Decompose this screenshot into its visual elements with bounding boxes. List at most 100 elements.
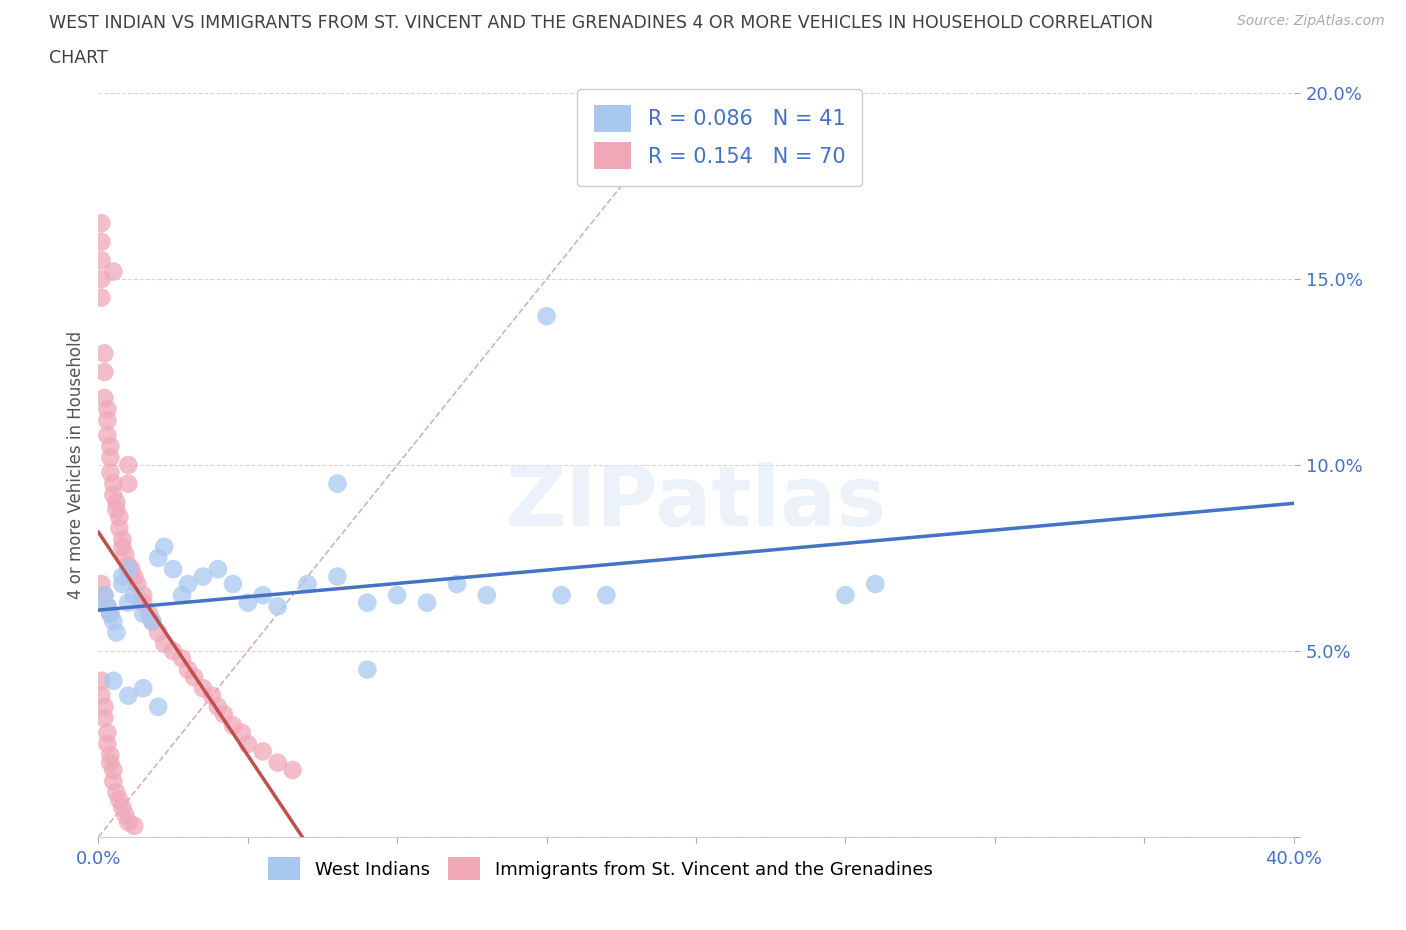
Point xyxy=(90,290,112,305)
Point xyxy=(120,562,142,577)
Point xyxy=(111,569,134,584)
Point xyxy=(231,725,253,740)
Point xyxy=(222,718,245,733)
Point xyxy=(141,614,163,629)
Point xyxy=(96,413,118,428)
Point xyxy=(162,562,184,577)
Point xyxy=(96,599,118,614)
Point xyxy=(108,510,131,525)
Point xyxy=(93,346,115,361)
Point xyxy=(141,614,163,629)
Point xyxy=(96,402,118,417)
Point xyxy=(103,614,125,629)
Point xyxy=(98,748,122,763)
Point xyxy=(117,458,139,472)
Point xyxy=(162,644,184,658)
Point xyxy=(103,487,125,502)
Point xyxy=(90,577,112,591)
Point xyxy=(93,391,115,405)
Point xyxy=(207,699,229,714)
Point xyxy=(236,737,259,751)
Point xyxy=(356,662,378,677)
Point xyxy=(90,673,112,688)
Point xyxy=(90,272,112,286)
Point xyxy=(191,681,214,696)
Point xyxy=(595,588,617,603)
Point xyxy=(111,532,134,547)
Point xyxy=(132,595,155,610)
Point xyxy=(98,606,122,621)
Point xyxy=(132,588,155,603)
Point xyxy=(98,755,122,770)
Point xyxy=(252,744,274,759)
Point xyxy=(865,577,887,591)
Point xyxy=(177,577,200,591)
Point xyxy=(127,577,149,591)
Point xyxy=(103,763,125,777)
Point xyxy=(212,707,235,722)
Point xyxy=(105,495,128,510)
Point xyxy=(153,539,176,554)
Legend: West Indians, Immigrants from St. Vincent and the Grenadines: West Indians, Immigrants from St. Vincen… xyxy=(260,850,941,887)
Point xyxy=(326,476,349,491)
Point xyxy=(103,264,125,279)
Point xyxy=(90,688,112,703)
Point xyxy=(207,562,229,577)
Point xyxy=(98,450,122,465)
Point xyxy=(132,681,155,696)
Point xyxy=(385,588,409,603)
Point xyxy=(98,465,122,480)
Point xyxy=(191,569,214,584)
Point xyxy=(252,588,274,603)
Point xyxy=(550,588,572,603)
Point xyxy=(172,588,194,603)
Point xyxy=(105,785,128,800)
Point xyxy=(267,599,290,614)
Point xyxy=(103,673,125,688)
Point xyxy=(111,800,134,815)
Point xyxy=(105,502,128,517)
Point xyxy=(536,309,558,324)
Text: CHART: CHART xyxy=(49,49,108,67)
Point xyxy=(148,699,170,714)
Point xyxy=(117,688,139,703)
Point xyxy=(326,569,349,584)
Point xyxy=(114,547,136,562)
Point xyxy=(183,670,205,684)
Point xyxy=(98,439,122,454)
Point xyxy=(446,577,468,591)
Point xyxy=(153,636,176,651)
Point xyxy=(114,807,136,822)
Point xyxy=(96,725,118,740)
Point xyxy=(117,562,139,577)
Point xyxy=(132,606,155,621)
Point xyxy=(222,577,245,591)
Point xyxy=(90,216,112,231)
Point xyxy=(267,755,290,770)
Point xyxy=(416,595,439,610)
Point xyxy=(98,606,122,621)
Point xyxy=(93,711,115,725)
Point xyxy=(117,595,139,610)
Point xyxy=(148,625,170,640)
Point xyxy=(90,253,112,268)
Point xyxy=(93,365,115,379)
Point xyxy=(111,539,134,554)
Point xyxy=(138,606,160,621)
Point xyxy=(201,688,224,703)
Point xyxy=(108,521,131,536)
Point xyxy=(96,737,118,751)
Point xyxy=(124,569,146,584)
Point xyxy=(148,551,170,565)
Point xyxy=(105,625,128,640)
Point xyxy=(111,577,134,591)
Point xyxy=(297,577,319,591)
Point xyxy=(90,234,112,249)
Point xyxy=(475,588,498,603)
Point xyxy=(103,774,125,789)
Text: WEST INDIAN VS IMMIGRANTS FROM ST. VINCENT AND THE GRENADINES 4 OR MORE VEHICLES: WEST INDIAN VS IMMIGRANTS FROM ST. VINCE… xyxy=(49,14,1153,32)
Y-axis label: 4 or more Vehicles in Household: 4 or more Vehicles in Household xyxy=(66,331,84,599)
Point xyxy=(124,818,146,833)
Point xyxy=(93,588,115,603)
Point xyxy=(117,815,139,830)
